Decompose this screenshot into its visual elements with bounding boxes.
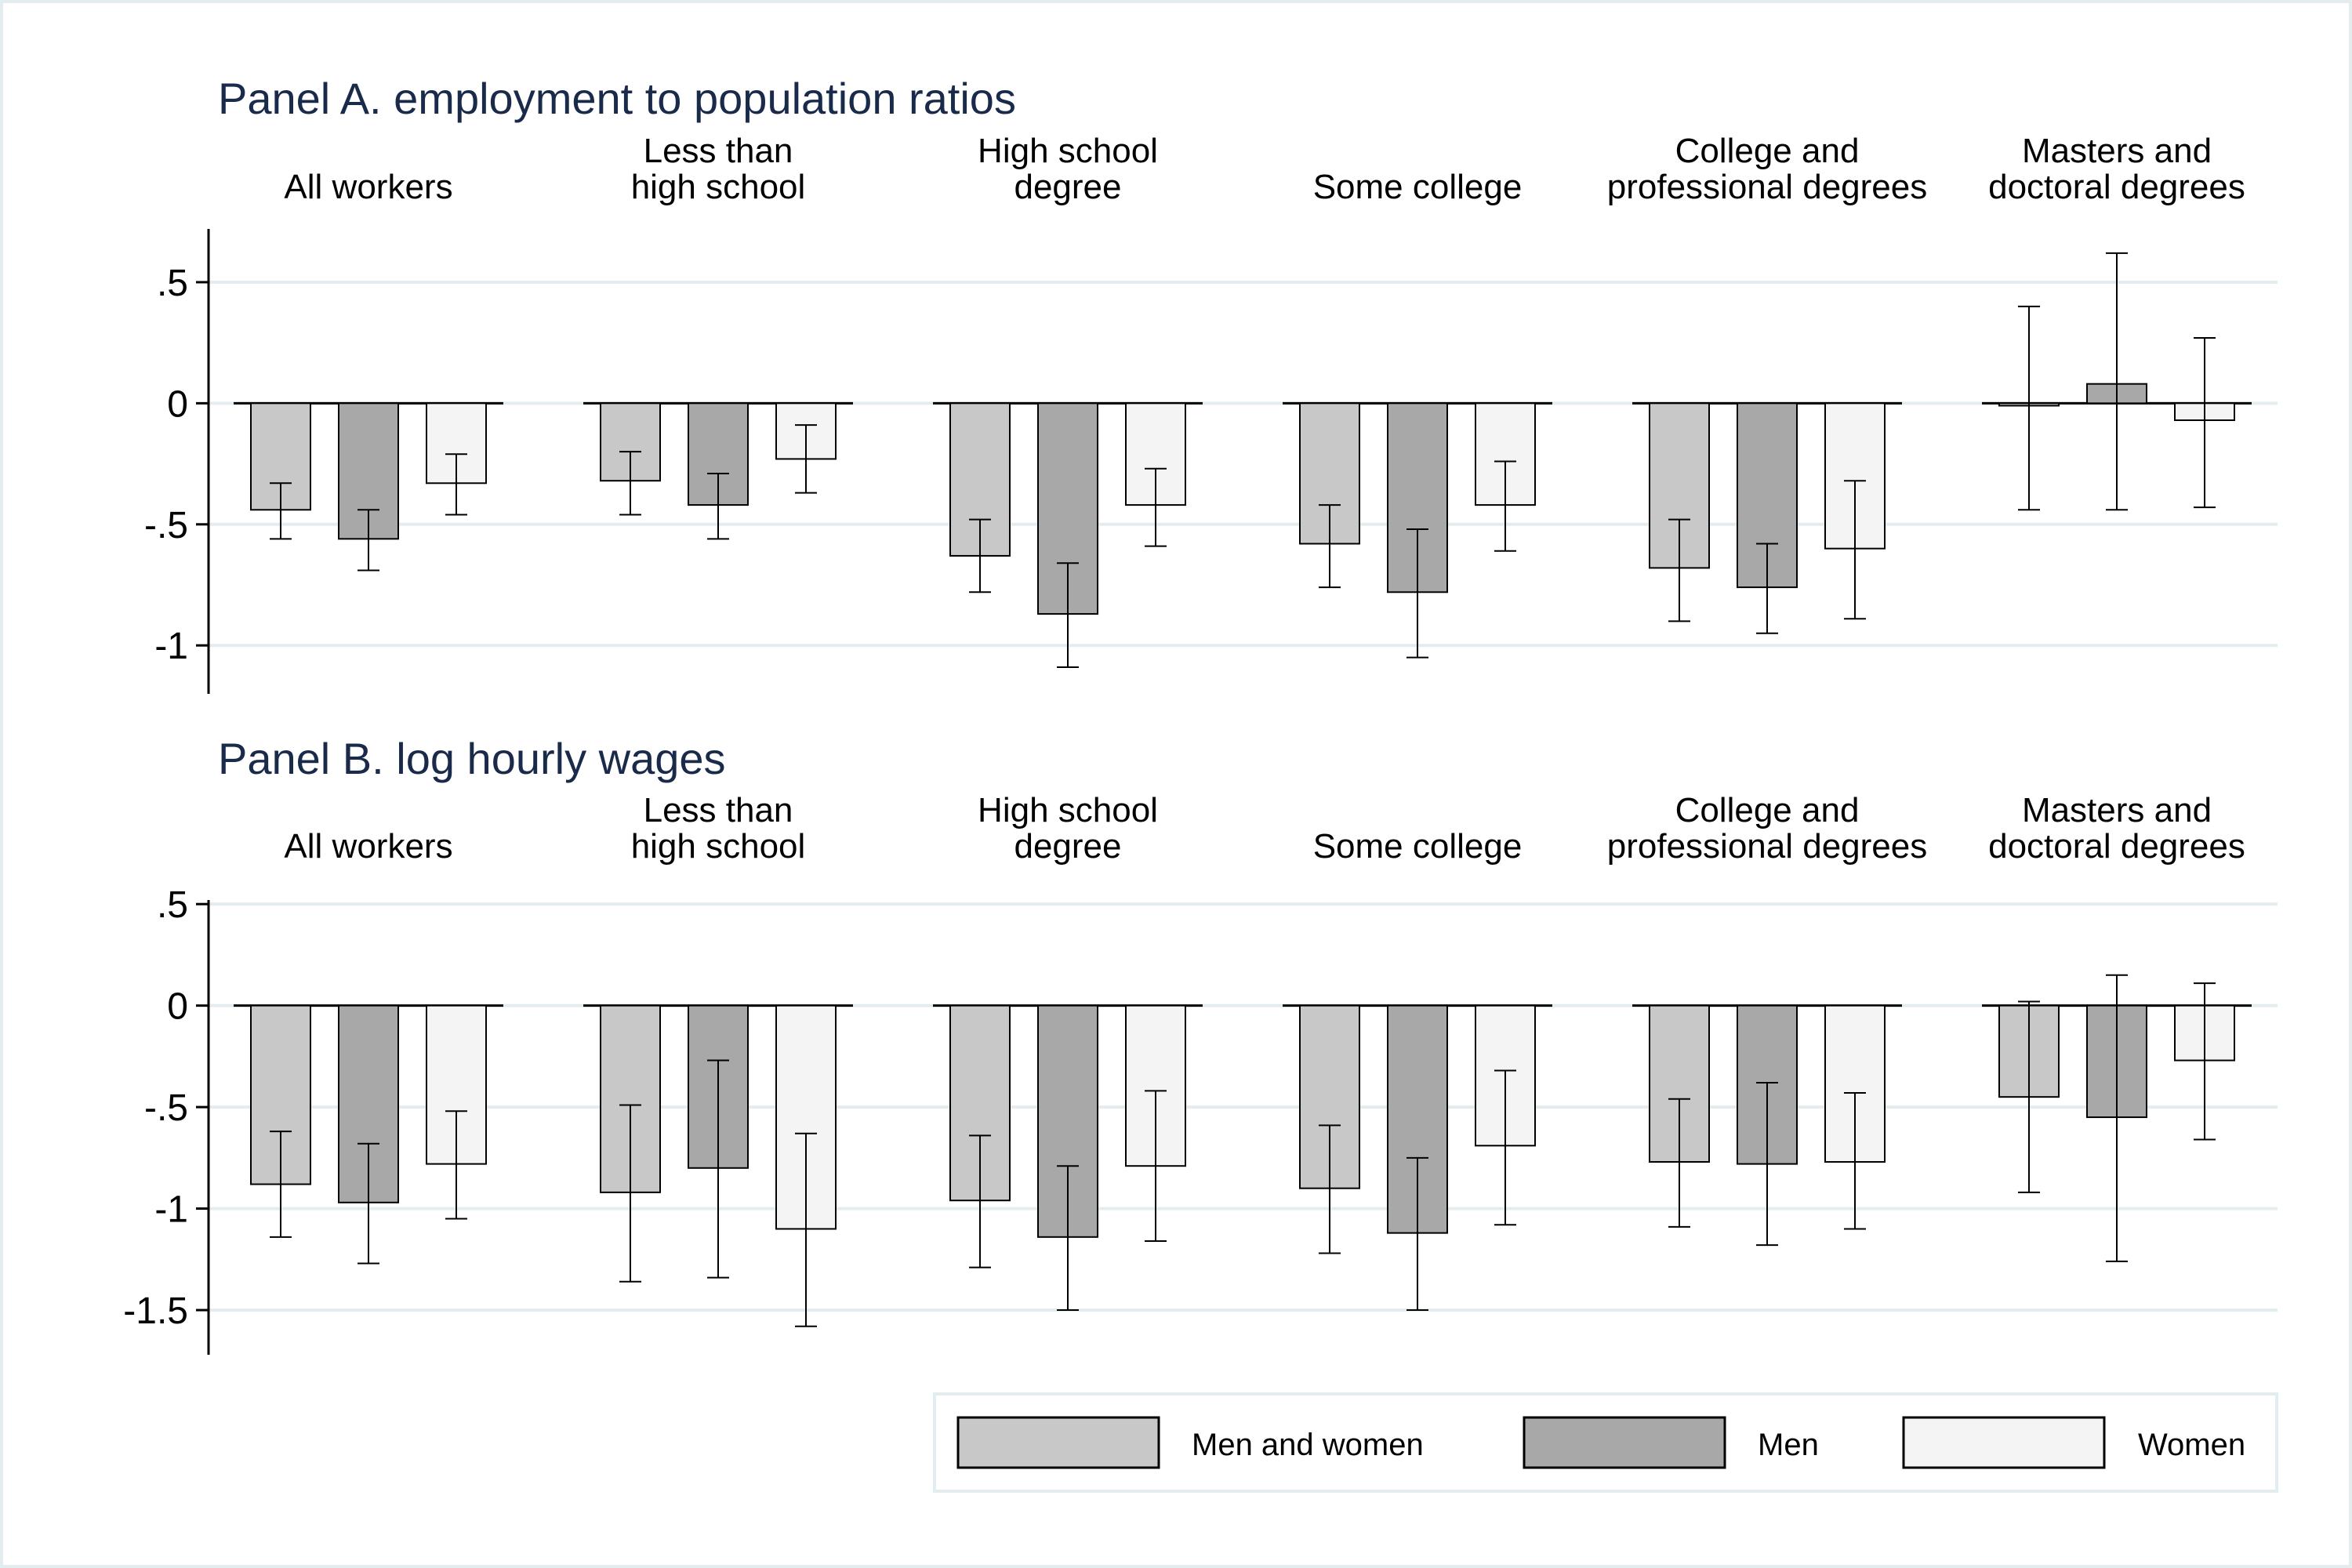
y-tick-label: 0 [167, 986, 188, 1028]
legend-label: Men [1758, 1428, 1819, 1462]
legend-swatch [1523, 1416, 1726, 1469]
category-label: Masters and [2022, 791, 2212, 829]
category-label: degree [1014, 168, 1121, 206]
category-label: professional degrees [1607, 827, 1927, 866]
panel-1: Panel A. employment to population ratios… [144, 74, 2278, 694]
bar [426, 1004, 487, 1165]
panel-2: Panel B. log hourly wages .5 0 -.5 -1 -1.5 All… [123, 734, 2278, 1355]
y-tick-label: .5 [157, 263, 188, 304]
y-tick-label: -.5 [144, 505, 188, 546]
category-label: Some college [1313, 827, 1523, 866]
category-label: doctoral degrees [1988, 827, 2245, 866]
legend: Men and women Men Women [933, 1392, 2278, 1493]
legend-swatch [1902, 1416, 2106, 1469]
panel-title: Panel B. log hourly wages [218, 734, 726, 783]
panels: Panel A. employment to population ratios… [123, 74, 2278, 1355]
y-tick-label: .5 [157, 884, 188, 926]
y-tick-label: 0 [167, 383, 188, 425]
category-label: degree [1014, 827, 1121, 866]
category-label: College and [1675, 791, 1860, 829]
category-label: All workers [284, 827, 452, 866]
category-label: doctoral degrees [1988, 168, 2245, 206]
y-tick-label: -1.5 [123, 1290, 188, 1332]
category-label: High school [978, 791, 1158, 829]
category-label: All workers [284, 168, 452, 206]
category-label: Less than [644, 132, 793, 170]
category-label: Masters and [2022, 132, 2212, 170]
legend-swatch [956, 1416, 1160, 1469]
legend-label: Women [2138, 1428, 2245, 1462]
category-label: Less than [644, 791, 793, 829]
category-label: College and [1675, 132, 1860, 170]
y-tick-label: -1 [154, 626, 188, 667]
category-label: High school [978, 132, 1158, 170]
y-tick-label: -1 [154, 1189, 188, 1231]
category-label: Some college [1313, 168, 1523, 206]
category-label: high school [631, 168, 806, 206]
y-tick-label: -.5 [144, 1087, 188, 1129]
legend-label: Men and women [1192, 1428, 1424, 1462]
category-label: professional degrees [1607, 168, 1927, 206]
category-label: high school [631, 827, 806, 866]
panel-title: Panel A. employment to population ratios [218, 74, 1016, 123]
